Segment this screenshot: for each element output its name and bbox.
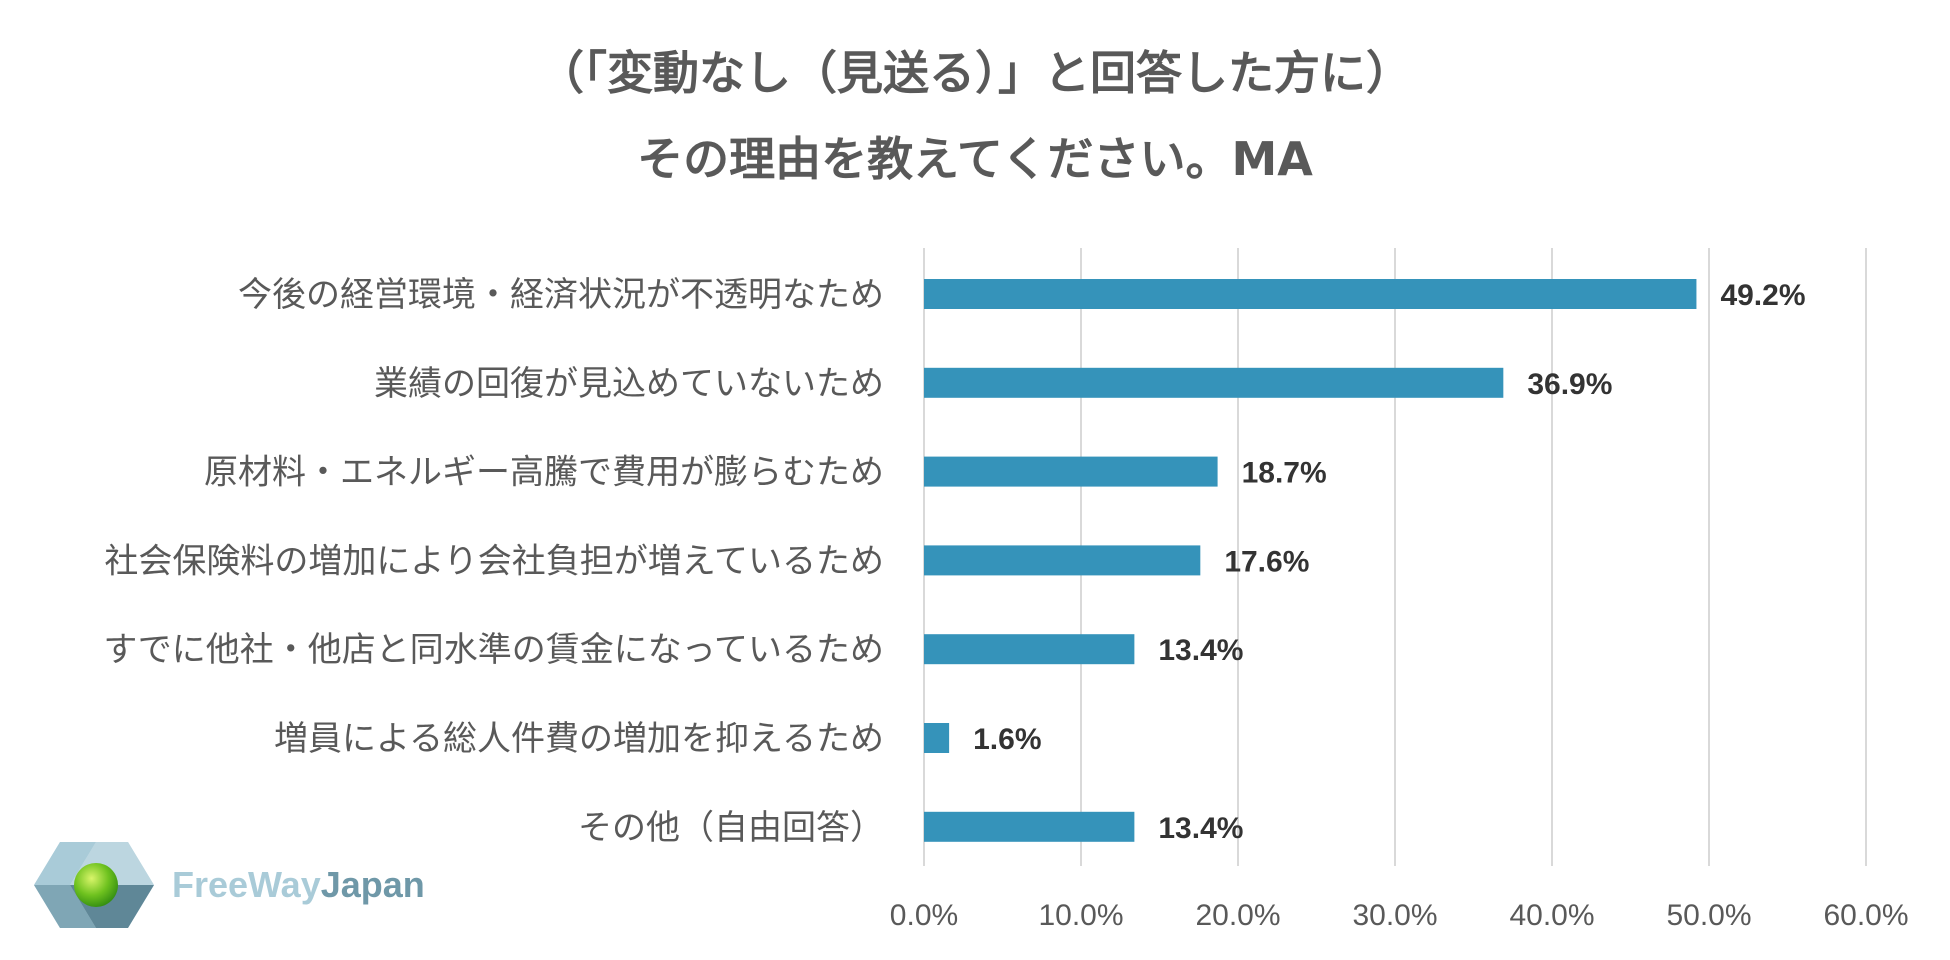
data-labels: 49.2% 36.9% 18.7% 17.6% 13.4% 1.6% 13.4% bbox=[973, 279, 1805, 845]
x-tick-label-3: 30.0% bbox=[1352, 899, 1437, 932]
bar-5 bbox=[924, 723, 950, 753]
data-label-2: 18.7% bbox=[1242, 457, 1327, 490]
x-axis-tick-labels: 0.0% 10.0% 20.0% 30.0% 40.0% 50.0% 60.0% bbox=[890, 899, 1909, 932]
x-tick-label-1: 10.0% bbox=[1038, 899, 1123, 932]
data-label-3: 17.6% bbox=[1224, 545, 1309, 578]
category-labels: 今後の経営環境・経済状況が不透明なため業績の回復が見込めていないため原材料・エネ… bbox=[103, 275, 884, 848]
bars bbox=[924, 279, 1697, 842]
chart-title-line-2: その理由を教えてください。MA bbox=[637, 132, 1313, 186]
category-label-5: 増員による総人件費の増加を抑えるため bbox=[274, 719, 884, 759]
chart-title: （「変動なし（見送る）」と回答した方に） その理由を教えてください。MA bbox=[0, 30, 1950, 202]
x-tick-label-6: 60.0% bbox=[1823, 899, 1908, 932]
bar-1 bbox=[924, 367, 1504, 398]
category-label-6: その他（自由回答） bbox=[578, 808, 884, 848]
category-label-4: すでに他社・他店と同水準の賃金になっているため bbox=[103, 630, 884, 670]
category-label-0: 今後の経営環境・経済状況が不透明なため bbox=[238, 275, 884, 315]
grid-lines bbox=[923, 248, 1867, 866]
x-tick-label-4: 40.0% bbox=[1509, 899, 1594, 932]
logo-mark-icon bbox=[34, 842, 154, 928]
data-label-0: 49.2% bbox=[1720, 279, 1805, 312]
data-label-6: 13.4% bbox=[1158, 812, 1243, 845]
data-label-5: 1.6% bbox=[973, 723, 1041, 756]
logo-wordmark: FreeWayJapan bbox=[172, 864, 425, 905]
logo-text-japan: Japan bbox=[321, 864, 425, 905]
logo-text-freeway: FreeWay bbox=[172, 864, 321, 905]
bar-2 bbox=[924, 456, 1218, 487]
freewayjapan-logo: FreeWayJapan bbox=[34, 842, 425, 928]
bar-3 bbox=[924, 545, 1201, 576]
x-tick-label-5: 50.0% bbox=[1666, 899, 1751, 932]
chart-title-line-1: （「変動なし（見送る）」と回答した方に） bbox=[538, 46, 1412, 100]
category-label-1: 業績の回復が見込めていないため bbox=[374, 364, 884, 404]
category-label-3: 社会保険料の増加により会社負担が増えているため bbox=[104, 541, 884, 581]
data-label-1: 36.9% bbox=[1527, 368, 1612, 401]
category-label-2: 原材料・エネルギー高騰で費用が膨らむため bbox=[204, 453, 884, 493]
bar-4 bbox=[924, 634, 1135, 665]
x-tick-label-0: 0.0% bbox=[890, 899, 958, 932]
bar-6 bbox=[924, 811, 1135, 842]
data-label-4: 13.4% bbox=[1158, 634, 1243, 667]
x-tick-label-2: 20.0% bbox=[1195, 899, 1280, 932]
bar-0 bbox=[924, 279, 1697, 309]
